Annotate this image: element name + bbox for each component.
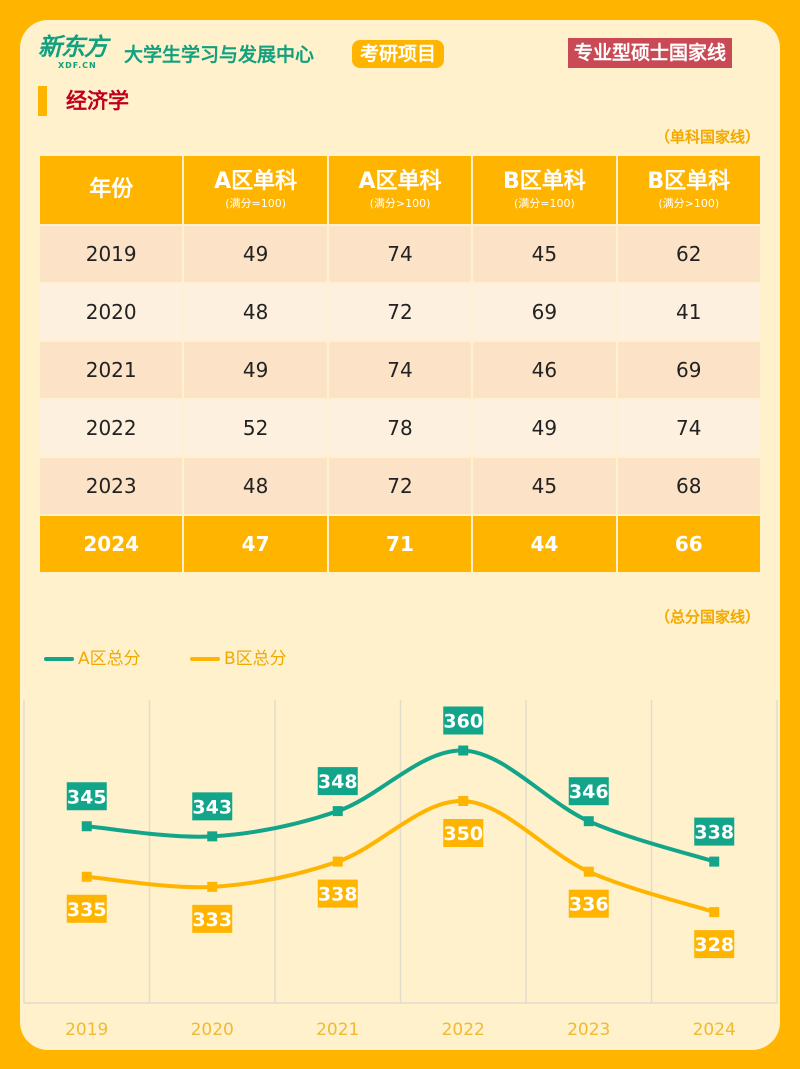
table-cell: 62 <box>615 224 763 284</box>
table-cell: 2023 <box>37 456 185 516</box>
legend-a: A区总分 <box>44 648 141 670</box>
table-cell: 72 <box>326 456 474 516</box>
subject-title: 经济学 <box>66 89 129 113</box>
table-cell: 2024 <box>37 514 185 574</box>
legend-b: B区总分 <box>190 648 287 670</box>
table-cell: 69 <box>615 340 763 400</box>
score-table: 年份 A区单科 (满分=100) A区单科 (满分>100) B区单科 (满分=100) B区… <box>37 154 763 574</box>
data-label-box <box>694 930 735 959</box>
data-label: 338 <box>694 822 734 844</box>
table-note: （单科国家线） <box>654 128 760 146</box>
table-cell: 74 <box>615 398 763 458</box>
chart-note: （总分国家线） <box>654 608 760 626</box>
data-point <box>709 907 720 918</box>
table-cell: 68 <box>615 456 763 516</box>
table-cell: 72 <box>326 282 474 342</box>
x-tick-label: 2020 <box>191 1020 234 1040</box>
data-point <box>332 806 343 817</box>
data-label-box <box>694 817 735 846</box>
data-label: 346 <box>569 781 609 803</box>
series-line <box>86 798 715 915</box>
table-cell: 2019 <box>37 224 185 284</box>
legend-a-swatch <box>44 657 74 661</box>
data-label-box <box>443 819 484 847</box>
data-label: 335 <box>67 899 107 921</box>
table-cell: 44 <box>471 514 618 574</box>
table-cell: 45 <box>471 456 618 516</box>
table-cell: 47 <box>182 514 329 574</box>
data-label: 333 <box>192 909 232 931</box>
data-label-box <box>192 792 233 821</box>
data-label-box <box>568 889 609 918</box>
table-cell: 49 <box>182 340 329 400</box>
x-tick-label: 2019 <box>65 1020 108 1040</box>
column-header: 年份 <box>37 154 185 226</box>
table-row: 2022 52 78 49 74 <box>37 398 763 458</box>
x-tick-label: 2022 <box>442 1020 485 1040</box>
table-cell: 74 <box>326 340 474 400</box>
project-pill: 考研项目 <box>352 40 445 68</box>
data-point <box>458 796 469 806</box>
data-point <box>81 871 92 882</box>
data-point <box>207 881 218 892</box>
table-cell: 52 <box>182 398 329 458</box>
center-name: 大学生学习与发展中心 <box>124 44 315 66</box>
table-cell: 69 <box>471 282 618 342</box>
title-badge: 专业型硕士国家线 <box>568 38 733 68</box>
table-cell: 66 <box>615 514 763 574</box>
data-label-box <box>66 782 107 811</box>
data-label: 345 <box>67 786 107 808</box>
data-point <box>709 856 720 867</box>
column-header: A区单科 (满分=100) <box>182 154 329 226</box>
column-header: B区单科 (满分>100) <box>615 154 763 226</box>
table-cell: 41 <box>615 282 763 342</box>
table-cell: 2022 <box>37 398 185 458</box>
data-label: 338 <box>318 884 358 906</box>
table-cell: 78 <box>326 398 474 458</box>
table-cell: 74 <box>326 224 474 284</box>
data-label-box <box>443 706 484 735</box>
legend-b-swatch <box>190 657 220 661</box>
x-tick-label: 2023 <box>567 1020 610 1040</box>
data-label: 360 <box>443 711 483 733</box>
data-label-box <box>317 879 358 908</box>
data-label: 348 <box>318 771 358 793</box>
data-label: 336 <box>569 894 609 916</box>
data-label: 350 <box>443 823 483 845</box>
data-label: 343 <box>192 796 232 818</box>
data-label-box <box>317 767 358 796</box>
subject-marker <box>38 86 47 116</box>
data-label-box <box>192 904 233 933</box>
table-cell: 46 <box>471 340 618 400</box>
table-cell: 49 <box>182 224 329 284</box>
table-cell: 2021 <box>37 340 185 400</box>
column-header: A区单科 (满分>100) <box>326 154 474 226</box>
x-tick-label: 2021 <box>316 1020 359 1040</box>
table-cell: 45 <box>471 224 618 284</box>
table-row: 2023 48 72 45 68 <box>37 456 763 516</box>
data-point <box>583 866 594 877</box>
table-cell: 71 <box>326 514 474 574</box>
data-point <box>583 816 594 827</box>
data-label-box <box>66 894 107 923</box>
x-tick-label: 2024 <box>693 1020 736 1040</box>
table-row: 2021 49 74 46 69 <box>37 340 763 400</box>
table-row: 2024 47 71 44 66 <box>37 514 763 574</box>
data-point <box>81 821 92 832</box>
table-cell: 2020 <box>37 282 185 342</box>
data-point <box>332 856 343 867</box>
data-point <box>207 831 218 842</box>
data-point <box>458 745 469 756</box>
column-header: B区单科 (满分=100) <box>471 154 618 226</box>
series-line <box>86 748 715 864</box>
table-row: 2019 49 74 45 62 <box>37 224 763 284</box>
data-label-box <box>568 777 609 806</box>
table-cell: 48 <box>182 456 329 516</box>
table-cell: 48 <box>182 282 329 342</box>
table-cell: 49 <box>471 398 618 458</box>
table-row: 2020 48 72 69 41 <box>37 282 763 342</box>
data-label: 328 <box>694 934 734 956</box>
xdf-logo: 新东方 XDF.CN <box>38 33 108 70</box>
